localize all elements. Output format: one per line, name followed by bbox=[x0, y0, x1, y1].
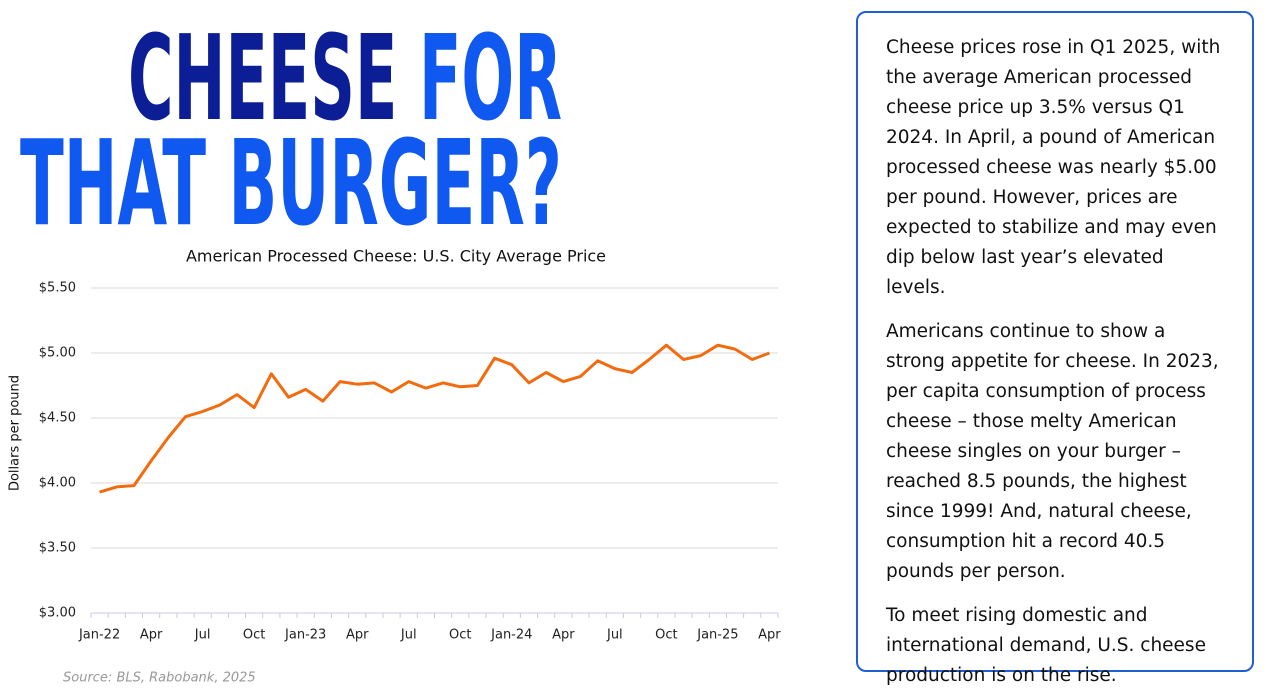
x-tick-label: Apr bbox=[758, 628, 781, 643]
paragraph: Americans continue to show a strong appe… bbox=[886, 321, 1219, 582]
headline-line2: THAT BURGER? bbox=[20, 114, 562, 252]
y-tick-label: $3.50 bbox=[39, 541, 76, 556]
y-tick-label: $5.00 bbox=[39, 346, 76, 361]
chart-title: American Processed Cheese: U.S. City Ave… bbox=[186, 247, 606, 266]
y-tick-label: $4.50 bbox=[39, 411, 76, 426]
paragraph: Cheese prices rose in Q1 2025, with the … bbox=[886, 37, 1221, 298]
text-box: Cheese prices rose in Q1 2025, with the … bbox=[856, 11, 1254, 686]
x-tick-label: Oct bbox=[655, 628, 677, 643]
x-tick-label: Apr bbox=[346, 628, 369, 643]
y-tick-label: $3.00 bbox=[39, 606, 76, 621]
x-tick-label: Oct bbox=[449, 628, 471, 643]
headline-word: CHEESE bbox=[128, 9, 397, 147]
x-tick-label: Jul bbox=[400, 628, 417, 643]
x-tick-label: Jan-22 bbox=[78, 628, 120, 643]
headline-word: FOR bbox=[419, 9, 562, 147]
headline-line1: CHEESE FOR bbox=[128, 9, 562, 147]
data-line bbox=[99, 343, 770, 494]
y-axis-label: Dollars per pound bbox=[8, 375, 23, 491]
chart: CHEESE FOR THAT BURGER? American Process… bbox=[8, 9, 782, 686]
source: Source: BLS, Rabobank, 2025 bbox=[63, 671, 256, 686]
x-tick-label: Jan-25 bbox=[696, 628, 738, 643]
y-tick-label: $4.00 bbox=[39, 476, 76, 491]
x-tick-label: Oct bbox=[243, 628, 265, 643]
paragraph: To meet rising domestic and internationa… bbox=[886, 605, 1206, 686]
x-tick-label: Jul bbox=[194, 628, 211, 643]
x-tick-label: Apr bbox=[552, 628, 575, 643]
x-tick-label: Jan-23 bbox=[284, 628, 326, 643]
x-tick-label: Jan-24 bbox=[490, 628, 532, 643]
x-tick-label: Jul bbox=[606, 628, 623, 643]
x-tick-label: Apr bbox=[140, 628, 163, 643]
y-tick-label: $5.50 bbox=[39, 281, 76, 296]
